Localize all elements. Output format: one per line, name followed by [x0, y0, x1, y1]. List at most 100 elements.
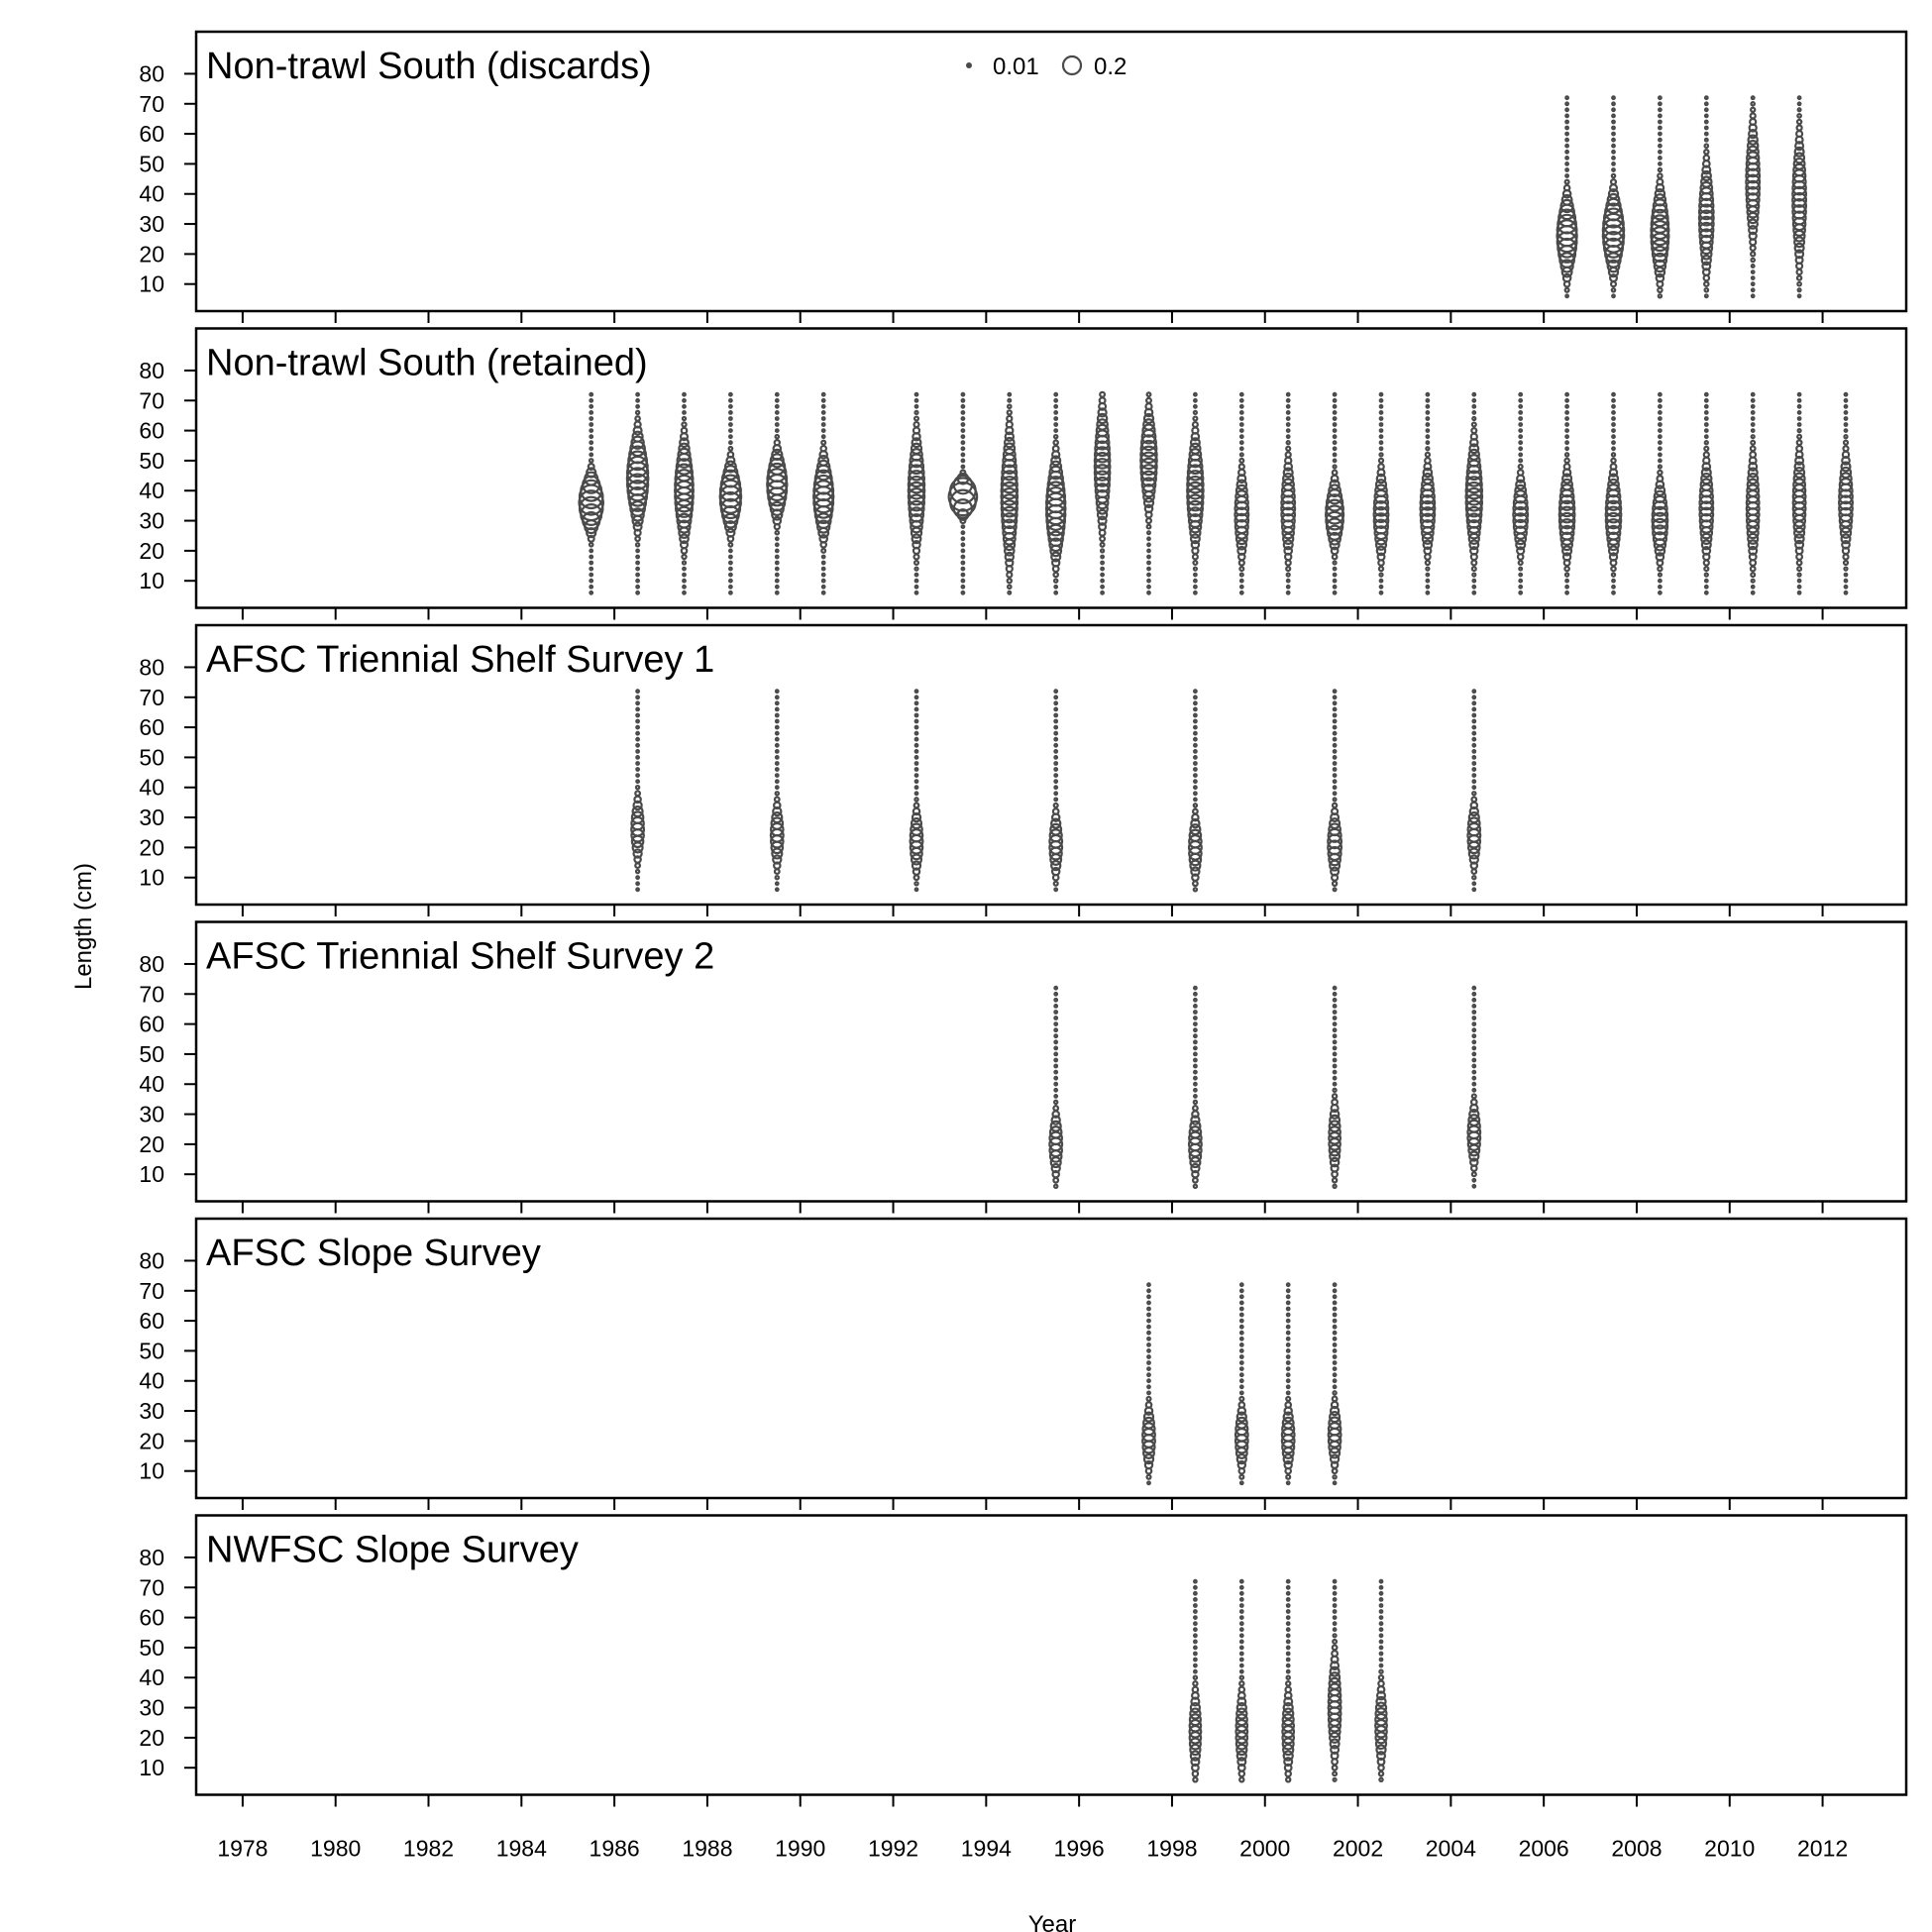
bubble: [1746, 145, 1760, 159]
bubble: [1238, 1674, 1245, 1680]
bubble: [1378, 1651, 1384, 1657]
bubble: [1142, 1411, 1155, 1423]
bubble: [584, 471, 599, 486]
bubble: [960, 464, 966, 470]
bubble: [635, 718, 640, 724]
year-column-2010: [1745, 95, 1762, 299]
bubble: [1698, 506, 1715, 523]
bubble: [1471, 584, 1477, 590]
bubble: [960, 530, 966, 536]
bubble: [1471, 785, 1477, 791]
bubble: [1750, 428, 1756, 434]
bubble: [1285, 1347, 1291, 1353]
bubble: [1611, 403, 1616, 409]
y-tick-label: 70: [139, 91, 164, 117]
bubble: [676, 512, 693, 529]
bubble: [1425, 566, 1431, 572]
year-column-2002: [1372, 391, 1390, 595]
bubble: [1703, 428, 1709, 434]
bubble: [1192, 1069, 1198, 1075]
bubble: [1238, 1318, 1244, 1324]
bubble: [1192, 1027, 1198, 1033]
bubble: [1611, 113, 1616, 119]
bubble: [774, 695, 780, 700]
bubble: [1422, 539, 1434, 551]
year-column-1989: [769, 689, 785, 893]
bubble: [1053, 1069, 1059, 1075]
bubble: [1100, 560, 1105, 566]
bubble: [1191, 1176, 1199, 1184]
bubble: [1657, 416, 1663, 421]
bubble: [589, 566, 594, 572]
bubble: [589, 391, 594, 397]
bubble: [1843, 572, 1849, 578]
bubble: [1745, 192, 1761, 208]
bubble: [586, 467, 597, 479]
bubble: [1192, 997, 1198, 1003]
year-column-1985: [578, 391, 604, 595]
bubble: [959, 469, 967, 477]
bubble: [1471, 1081, 1477, 1087]
bubble: [1332, 736, 1338, 742]
bubble: [1096, 412, 1109, 425]
bubble: [913, 572, 919, 578]
bubble: [1558, 524, 1575, 541]
bubble: [913, 566, 919, 572]
bubble: [909, 513, 924, 529]
bubble: [1471, 403, 1477, 409]
bubble: [727, 445, 734, 452]
bubble: [1332, 1336, 1338, 1342]
bubble: [1238, 572, 1244, 578]
bubble: [1703, 149, 1710, 156]
bubble: [1285, 1306, 1291, 1312]
bubble: [1190, 866, 1201, 877]
bubble: [913, 887, 919, 893]
bubble: [769, 453, 785, 469]
bubble: [820, 584, 826, 590]
y-tick-label: 60: [139, 1308, 164, 1334]
bubble: [635, 554, 640, 560]
bubble: [635, 881, 640, 887]
bubble: [1795, 274, 1803, 281]
bubble: [1238, 1615, 1244, 1620]
bubble: [1564, 422, 1569, 427]
bubble: [1332, 1590, 1338, 1596]
bubble: [1238, 1627, 1244, 1633]
year-column-2000: [1280, 1282, 1296, 1486]
bubble: [1419, 494, 1437, 511]
bubble: [1192, 1590, 1198, 1596]
bubble: [1093, 470, 1112, 487]
bubble: [960, 422, 966, 427]
bubble: [820, 416, 826, 421]
bubble: [1053, 410, 1059, 415]
bubble: [1139, 457, 1158, 477]
bubble: [1238, 566, 1245, 573]
bubble: [1564, 391, 1569, 397]
bubble: [1332, 584, 1338, 590]
bubble: [1608, 552, 1619, 562]
y-tick-label: 50: [139, 448, 164, 474]
bubble: [1471, 1045, 1477, 1051]
bubble: [1796, 433, 1803, 440]
bubble: [1237, 1685, 1246, 1694]
bubble: [1796, 293, 1802, 299]
bubble: [1285, 572, 1291, 578]
bubble: [1611, 422, 1616, 427]
bubble: [1325, 493, 1344, 512]
bubble: [1145, 523, 1152, 530]
bubble: [1697, 209, 1715, 227]
bubble: [913, 730, 919, 736]
bubble: [1419, 512, 1436, 529]
x-tick-label: 1982: [403, 1836, 454, 1862]
year-column-2011: [1791, 95, 1808, 299]
bubble: [1332, 1288, 1338, 1294]
year-column-2004: [1466, 985, 1482, 1189]
bubble: [1332, 1384, 1338, 1390]
bubble: [1283, 1696, 1294, 1707]
bubble: [907, 475, 926, 494]
bubble: [1192, 689, 1198, 695]
year-column-2009: [1698, 391, 1715, 595]
x-tick-label: 2012: [1797, 1836, 1848, 1862]
bubble: [1374, 1737, 1388, 1751]
y-tick-label: 40: [139, 181, 164, 207]
